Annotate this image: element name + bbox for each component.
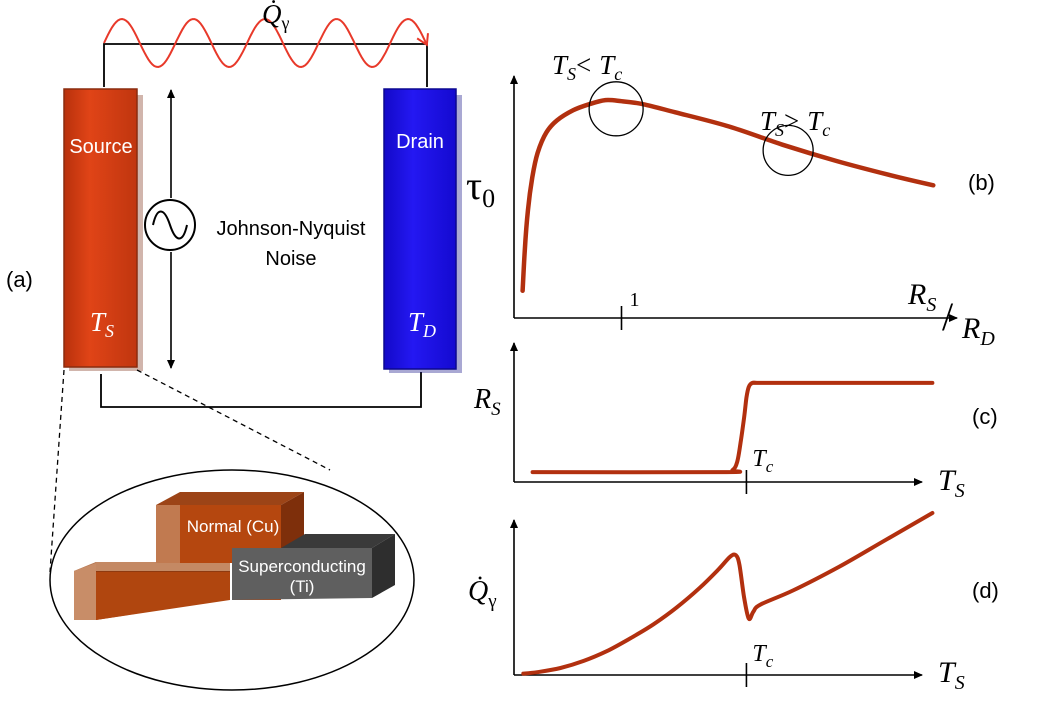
panel-label-a: (a) xyxy=(6,267,33,292)
normal-cu-label: Normal (Cu) xyxy=(187,517,280,536)
chart-b-annotation-1: TS< Tc xyxy=(552,50,622,84)
super-block-front xyxy=(232,548,372,600)
chart-d: Tc Q̇γ TS (d) xyxy=(468,511,999,694)
superconducting-label: Superconducting xyxy=(238,557,366,576)
normal-block-top xyxy=(156,492,304,505)
noise-label-line2: Noise xyxy=(265,248,316,270)
bottom-wire xyxy=(100,372,422,408)
chart-b-x-label-num: RS xyxy=(907,278,936,316)
source-bar: Source TS xyxy=(63,88,143,371)
drain-bar: Drain TD xyxy=(383,88,462,373)
chart-b-x-tick-label: 1 xyxy=(630,289,640,311)
zoom-line-left xyxy=(49,369,65,573)
chart-b: 1 TS< Tc TS> Tc τ0 RS / RD (b) xyxy=(466,50,995,350)
chart-b-x-label-den: RD xyxy=(961,312,995,350)
circuit-panel: Q̇γ Source TS Drain TD Johnson-Nyquist N… xyxy=(6,0,462,573)
source-label: Source xyxy=(69,136,132,158)
chart-d-x-label: TS xyxy=(938,656,965,694)
chart-b-x-label-slash: / xyxy=(942,294,954,339)
chart-c-y-label: RS xyxy=(473,384,501,420)
superconducting-sublabel: (Ti) xyxy=(290,577,315,596)
zoom-line-right xyxy=(136,369,331,471)
chart-c: Tc RS TS (c) xyxy=(473,342,998,502)
chart-c-x-tick-label: Tc xyxy=(752,446,773,476)
panel-label-c: (c) xyxy=(972,404,998,429)
chart-b-y-label: τ0 xyxy=(466,163,495,213)
chart-d-series-line xyxy=(521,511,935,676)
heat-flow-label: Q̇γ xyxy=(262,0,290,33)
chart-b-series-line xyxy=(520,97,936,294)
chart-b-annotation-circle-2 xyxy=(762,124,814,177)
material-inset: Normal (Cu) Superconducting (Ti) xyxy=(49,469,415,691)
panel-label-d: (d) xyxy=(972,578,999,603)
normal-block-left xyxy=(156,505,180,563)
chart-c-series-line xyxy=(530,380,935,475)
drain-label: Drain xyxy=(396,131,444,153)
heat-flow-wave xyxy=(103,17,429,69)
chart-b-annotation-circle-1 xyxy=(588,81,644,137)
noise-label-line1: Johnson-Nyquist xyxy=(217,218,366,240)
source-temperature: TS xyxy=(90,307,114,341)
chart-c-x-label: TS xyxy=(938,464,965,502)
drain-temperature: TD xyxy=(408,307,436,341)
chart-b-annotation-2: TS> Tc xyxy=(760,106,830,140)
super-block-top xyxy=(232,534,395,548)
ac-source-icon xyxy=(144,199,196,251)
chart-d-y-label: Q̇γ xyxy=(468,576,497,612)
panel-label-b: (b) xyxy=(968,170,995,195)
top-wire xyxy=(103,43,428,87)
chart-d-x-tick-label: Tc xyxy=(752,641,773,671)
